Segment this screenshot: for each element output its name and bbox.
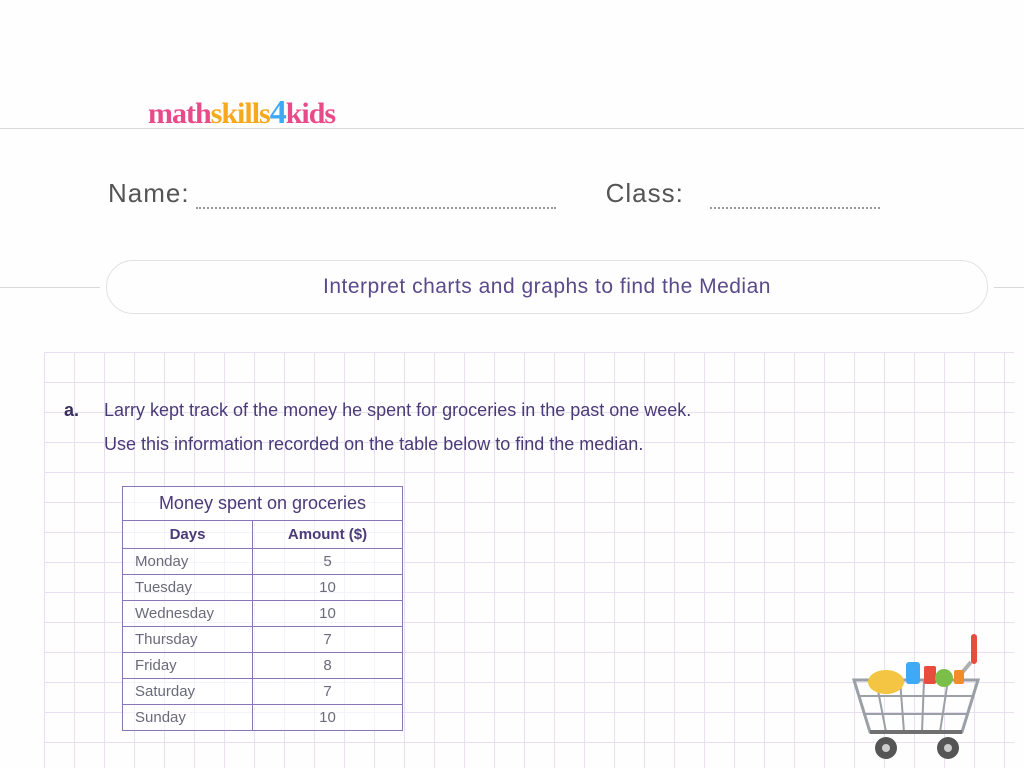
question-letter: a. [64,394,104,426]
cell-amount: 10 [253,601,403,627]
cell-day: Monday [123,549,253,575]
question-a: a. Larry kept track of the money he spen… [64,394,994,462]
table-header-row: Days Amount ($) [123,521,403,549]
name-blank[interactable] [196,189,556,209]
student-info-row: Name: Class: [108,178,944,209]
class-label: Class: [606,178,684,209]
question-line-1: Larry kept track of the money he spent f… [104,394,691,426]
table-row: Tuesday10 [123,575,403,601]
worksheet-title-row: Interpret charts and graphs to find the … [0,260,1024,314]
groceries-table: Money spent on groceries Days Amount ($)… [122,486,403,731]
table-title: Money spent on groceries [123,487,403,521]
question-line-2: Use this information recorded on the tab… [104,428,691,460]
title-rule-right [994,287,1024,288]
cell-amount: 7 [253,627,403,653]
table-row: Monday5 [123,549,403,575]
logo-part-4: 4 [270,94,286,131]
shopping-cart-icon [836,632,996,762]
question-text: Larry kept track of the money he spent f… [104,394,691,462]
cell-amount: 8 [253,653,403,679]
col-days: Days [123,521,253,549]
cell-amount: 10 [253,575,403,601]
worksheet-title: Interpret charts and graphs to find the … [106,260,988,314]
logo-part-kids: kids [286,97,335,130]
logo-part-math: math [148,97,211,130]
cell-day: Tuesday [123,575,253,601]
table-row: Friday8 [123,653,403,679]
table-row: Sunday10 [123,705,403,731]
cell-day: Sunday [123,705,253,731]
cell-day: Friday [123,653,253,679]
table-title-row: Money spent on groceries [123,487,403,521]
cell-day: Thursday [123,627,253,653]
table-row: Thursday7 [123,627,403,653]
logo-part-skills: skills [211,97,270,130]
site-logo: mathskills4kids [148,94,335,132]
cell-amount: 7 [253,679,403,705]
name-label: Name: [108,178,190,209]
title-rule-left [0,287,100,288]
cell-day: Saturday [123,679,253,705]
table-row: Saturday7 [123,679,403,705]
cell-day: Wednesday [123,601,253,627]
table-row: Wednesday10 [123,601,403,627]
col-amount: Amount ($) [253,521,403,549]
cell-amount: 10 [253,705,403,731]
cell-amount: 5 [253,549,403,575]
worksheet-grid-area: a. Larry kept track of the money he spen… [44,352,1014,768]
class-blank[interactable] [710,189,880,209]
